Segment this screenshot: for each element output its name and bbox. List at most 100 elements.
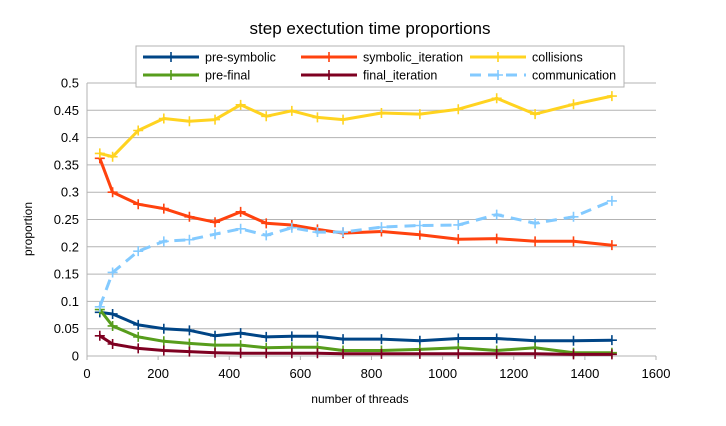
data-point-symbolic-iteration bbox=[414, 229, 425, 240]
legend-marker-pre-final bbox=[166, 70, 176, 80]
y-tick-label: 0.05 bbox=[54, 321, 79, 336]
data-point-communication bbox=[414, 220, 425, 231]
y-tick-label: 0.45 bbox=[54, 103, 79, 118]
data-point-pre-symbolic bbox=[158, 323, 169, 334]
y-tick-label: 0.5 bbox=[61, 76, 79, 91]
x-tick-label: 800 bbox=[361, 366, 383, 381]
series-line-collisions bbox=[99, 94, 613, 159]
data-point-communication bbox=[261, 230, 272, 241]
data-point-pre-symbolic bbox=[491, 333, 502, 344]
data-point-collisions bbox=[376, 108, 387, 119]
data-point-communication bbox=[312, 227, 323, 238]
data-point-communication bbox=[184, 234, 195, 245]
data-point-pre-symbolic bbox=[261, 331, 272, 342]
data-point-final-iteration bbox=[94, 330, 105, 341]
y-axis-title: proportion bbox=[21, 202, 35, 256]
data-point-communication bbox=[376, 222, 387, 233]
data-point-final-iteration bbox=[312, 348, 323, 359]
data-point-communication bbox=[158, 236, 169, 247]
chart-title: step exectution time proportions bbox=[250, 19, 491, 38]
data-point-collisions bbox=[312, 112, 323, 123]
data-point-collisions bbox=[261, 111, 272, 122]
legend-item-pre-symbolic: pre-symbolic bbox=[143, 51, 276, 65]
data-point-pre-final bbox=[107, 320, 118, 331]
data-point-collisions bbox=[491, 93, 502, 104]
data-point-final-iteration bbox=[568, 349, 579, 360]
data-point-collisions bbox=[94, 148, 105, 159]
legend-marker-pre-symbolic bbox=[166, 52, 176, 62]
gridlines bbox=[87, 82, 656, 357]
legend-item-final-iteration: final_iteration bbox=[301, 69, 437, 83]
data-point-communication bbox=[210, 229, 221, 240]
data-point-collisions bbox=[210, 114, 221, 125]
data-point-pre-symbolic bbox=[312, 331, 323, 342]
data-point-symbolic-iteration bbox=[453, 234, 464, 245]
legend-label-communication: communication bbox=[532, 69, 616, 83]
data-point-final-iteration bbox=[261, 348, 272, 359]
x-tick-label: 400 bbox=[218, 366, 240, 381]
data-point-pre-symbolic bbox=[133, 319, 144, 330]
data-point-pre-symbolic bbox=[107, 308, 118, 319]
data-point-collisions bbox=[606, 91, 617, 102]
data-point-collisions bbox=[235, 99, 246, 110]
data-point-communication bbox=[453, 219, 464, 230]
data-point-symbolic-iteration bbox=[568, 236, 579, 247]
data-point-collisions bbox=[568, 99, 579, 110]
data-point-collisions bbox=[453, 104, 464, 115]
legend-label-pre-final: pre-final bbox=[205, 69, 250, 83]
data-point-communication bbox=[606, 195, 617, 206]
data-point-pre-symbolic bbox=[184, 325, 195, 336]
data-point-communication bbox=[491, 209, 502, 220]
x-tick-label: 1400 bbox=[570, 366, 599, 381]
y-tick-label: 0.25 bbox=[54, 212, 79, 227]
data-point-final-iteration bbox=[414, 348, 425, 359]
data-point-pre-final bbox=[158, 336, 169, 347]
data-point-pre-symbolic bbox=[453, 333, 464, 344]
data-point-pre-symbolic bbox=[376, 334, 387, 345]
legend-marker-final-iteration bbox=[324, 70, 334, 80]
data-point-collisions bbox=[414, 109, 425, 120]
data-point-pre-symbolic bbox=[414, 335, 425, 346]
series-layer bbox=[94, 91, 617, 360]
data-point-symbolic-iteration bbox=[606, 240, 617, 251]
y-tick-label: 0.1 bbox=[61, 294, 79, 309]
data-point-communication bbox=[568, 211, 579, 222]
legend: pre-symbolic symbolic_iteration collisions… bbox=[135, 45, 625, 88]
axes: 0 0.05 0.1 0.15 0.2 0.25 0.3 0.35 0.4 0.45 0.5 0 200… bbox=[54, 76, 671, 382]
legend-marker-communication bbox=[493, 70, 503, 80]
y-tick-label: 0.3 bbox=[61, 185, 79, 200]
legend-box bbox=[135, 45, 625, 88]
legend-item-collisions: collisions bbox=[470, 51, 583, 65]
data-point-symbolic-iteration bbox=[133, 199, 144, 210]
data-point-communication bbox=[338, 227, 349, 238]
legend-marker-symbolic-iteration bbox=[324, 52, 334, 62]
y-tick-label: 0.15 bbox=[54, 267, 79, 282]
data-point-final-iteration bbox=[133, 343, 144, 354]
x-tick-label: 600 bbox=[290, 366, 312, 381]
data-point-symbolic-iteration bbox=[107, 187, 118, 198]
data-point-communication bbox=[235, 223, 246, 234]
data-point-final-iteration bbox=[235, 348, 246, 359]
series-communication bbox=[94, 195, 617, 312]
series-final-iteration bbox=[94, 330, 617, 360]
data-point-final-iteration bbox=[453, 348, 464, 359]
data-point-final-iteration bbox=[530, 348, 541, 359]
data-point-final-iteration bbox=[210, 347, 221, 358]
data-point-pre-final bbox=[133, 331, 144, 342]
data-point-pre-symbolic bbox=[568, 335, 579, 346]
x-tick-label: 1000 bbox=[428, 366, 457, 381]
data-point-pre-symbolic bbox=[210, 330, 221, 341]
data-point-final-iteration bbox=[376, 348, 387, 359]
legend-item-symbolic-iteration: symbolic_iteration bbox=[301, 51, 463, 65]
data-point-final-iteration bbox=[606, 349, 617, 360]
legend-label-collisions: collisions bbox=[532, 51, 583, 65]
legend-item-communication: communication bbox=[470, 69, 616, 83]
y-tick-label: 0.2 bbox=[61, 239, 79, 254]
legend-item-pre-final: pre-final bbox=[143, 69, 250, 83]
x-tick-label: 0 bbox=[83, 366, 90, 381]
data-point-symbolic-iteration bbox=[158, 203, 169, 214]
data-point-communication bbox=[94, 301, 105, 312]
series-symbolic-iteration bbox=[94, 153, 617, 251]
data-point-collisions bbox=[184, 116, 195, 127]
